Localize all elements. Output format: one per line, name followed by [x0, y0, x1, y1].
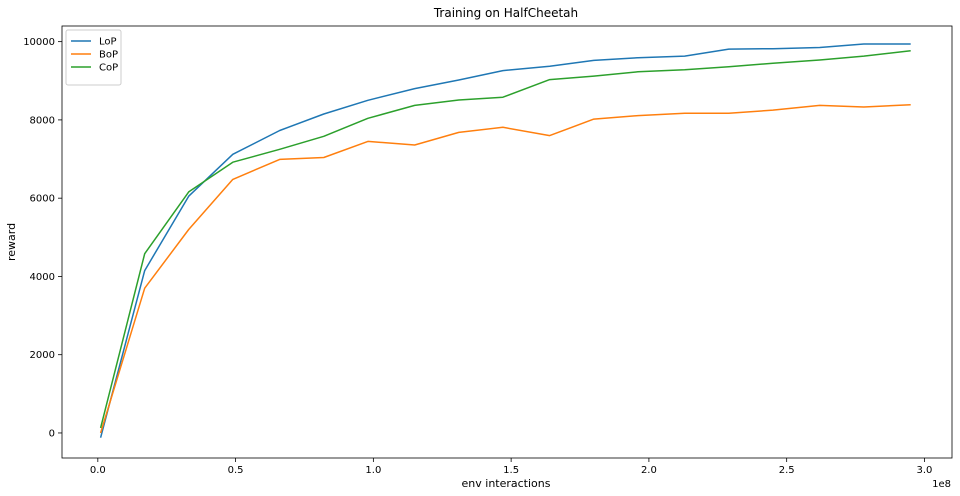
x-tick-label: 2.0 — [641, 465, 657, 476]
y-axis: 0 2000 4000 6000 8000 10000 — [23, 37, 62, 439]
legend: LoP BoP CoP — [65, 29, 122, 86]
x-axis: 0.0 0.5 1.0 1.5 2.0 2.5 3.0 — [90, 458, 932, 476]
series-layer — [99, 43, 911, 438]
x-tick-label: 0.0 — [90, 465, 106, 476]
series-line-lop — [99, 43, 911, 438]
chart-title: Training on HalfCheetah — [433, 6, 578, 20]
y-tick-label: 6000 — [30, 194, 55, 205]
y-tick-label: 8000 — [30, 115, 55, 126]
legend-label: BoP — [99, 50, 118, 61]
y-tick-label: 10000 — [23, 37, 55, 48]
legend-label: CoP — [99, 63, 118, 74]
y-tick-label: 2000 — [30, 350, 55, 361]
x-tick-label: 1.0 — [365, 465, 381, 476]
x-axis-label: env interactions — [462, 477, 551, 490]
y-axis-label: reward — [5, 223, 18, 261]
x-axis-offset-label: 1e8 — [932, 479, 951, 490]
x-tick-label: 0.5 — [228, 465, 244, 476]
legend-label: LoP — [99, 37, 117, 48]
series-line-bop — [99, 103, 911, 434]
y-tick-label: 4000 — [30, 272, 55, 283]
x-tick-label: 1.5 — [503, 465, 519, 476]
y-tick-label: 0 — [49, 428, 55, 439]
x-tick-label: 2.5 — [779, 465, 795, 476]
series-line-cop — [99, 49, 911, 429]
legend-box — [65, 29, 122, 86]
plot-frame — [61, 25, 953, 459]
x-tick-label: 3.0 — [916, 465, 932, 476]
